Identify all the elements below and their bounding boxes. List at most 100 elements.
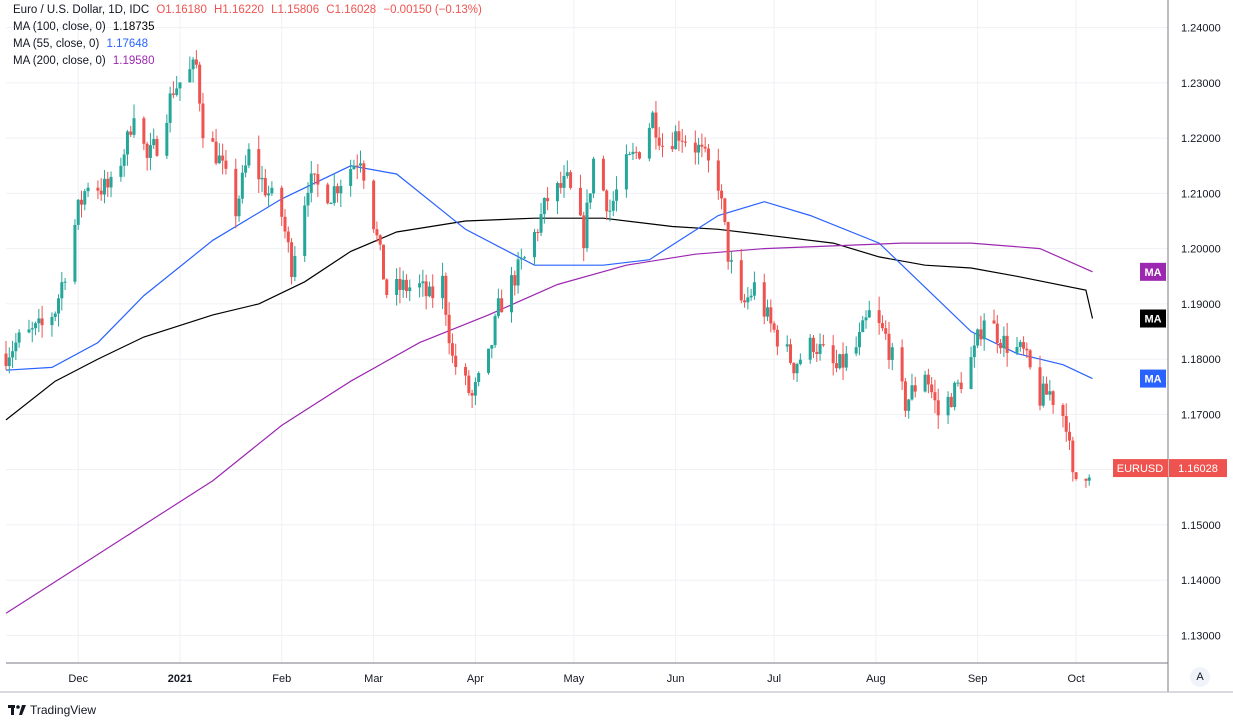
candle-body [601, 158, 605, 191]
candle-body [903, 381, 907, 411]
candle-body [63, 281, 67, 283]
candle-body [500, 298, 504, 313]
candle-body [106, 178, 110, 188]
candle-body [306, 192, 310, 206]
candle-body [73, 224, 77, 282]
y-tick-label: 1.13000 [1181, 630, 1221, 642]
candle-body [752, 282, 756, 296]
chart-legend: Euro / U.S. Dollar, 1D, IDC O1.16180 H1.… [13, 2, 482, 70]
y-tick-label: 1.15000 [1181, 520, 1221, 532]
candle-body [329, 203, 333, 205]
candle-body [454, 355, 458, 367]
ma55-value: 1.17648 [106, 38, 149, 50]
x-tick-label: Aug [866, 673, 886, 685]
candle-body [30, 328, 34, 330]
candle-body [516, 259, 520, 286]
candle-body [657, 137, 661, 146]
candle-body [378, 235, 382, 245]
candle-body [910, 385, 914, 400]
candle-body [234, 168, 238, 217]
candle-body [34, 323, 38, 329]
candle-body [102, 178, 106, 195]
candle-body [789, 344, 793, 363]
candle-body [244, 165, 248, 173]
candle-body [743, 300, 747, 303]
candle-body [27, 329, 31, 333]
candle-body [188, 69, 192, 83]
candle-body [762, 282, 766, 317]
candle-body [959, 382, 963, 390]
candle-body [385, 279, 389, 295]
legend-ma100-row[interactable]: MA (100, close, 0) 1.18735 [13, 19, 482, 36]
candle-body [739, 260, 743, 301]
candle-body [11, 351, 15, 358]
open-value: O1.16180 [156, 4, 207, 16]
candle-body [260, 177, 264, 180]
candle-body [930, 384, 934, 393]
candle-body [578, 187, 582, 216]
footer-branding[interactable]: TradingView [8, 703, 96, 717]
candle-body [398, 278, 402, 290]
candle-body [723, 198, 727, 223]
low-value: L1.15806 [271, 4, 320, 16]
candle-body [237, 198, 241, 217]
candle-body [490, 345, 494, 349]
candle-body [647, 127, 651, 159]
candle-body [624, 154, 628, 190]
y-tick-label: 1.14000 [1181, 575, 1221, 587]
x-tick-label: Jul [767, 673, 781, 685]
candle-body [923, 374, 927, 392]
candle-body [867, 310, 871, 318]
candle-body [729, 260, 733, 262]
candle-body [109, 176, 113, 188]
candle-body [611, 200, 615, 211]
candle-body [887, 333, 891, 360]
candle-body [286, 231, 290, 243]
candle-body [697, 144, 701, 153]
candle-body [992, 320, 996, 324]
candle-body [536, 231, 540, 233]
candle-body [129, 131, 133, 135]
candle-body [532, 231, 536, 258]
candle-body [555, 183, 559, 202]
high-value: H1.16220 [214, 4, 264, 16]
candle-body [198, 64, 202, 104]
candle-body [519, 258, 523, 260]
candle-body [303, 205, 307, 257]
candle-body [1071, 440, 1075, 473]
brand-name: TradingView [30, 703, 97, 717]
legend-ma200-row[interactable]: MA (200, close, 0) 1.19580 [13, 53, 482, 70]
candle-body [1002, 335, 1006, 349]
y-tick-label: 1.20000 [1181, 244, 1221, 256]
candle-body [487, 348, 491, 373]
x-tick-label: Mar [364, 673, 383, 685]
candle-body [1041, 383, 1045, 406]
candle-body [493, 316, 497, 346]
auto-scale-button[interactable]: A [1190, 667, 1210, 687]
last-price-value-box [1169, 459, 1227, 478]
candle-body [1028, 350, 1032, 368]
candle-body [913, 385, 917, 392]
legend-ma55-row[interactable]: MA (55, close, 0) 1.17648 [13, 36, 482, 53]
candle-body [217, 155, 221, 164]
candle-body [582, 215, 586, 249]
ma100-tag-box [1140, 309, 1166, 328]
y-tick-label: 1.22000 [1181, 133, 1221, 145]
candle-body [1022, 342, 1026, 349]
candle-body [1074, 472, 1078, 479]
candle-body [470, 392, 474, 396]
candle-body [355, 165, 359, 167]
candle-body [726, 222, 730, 262]
candle-body [982, 320, 986, 340]
candle-body [40, 318, 44, 326]
candle-body [700, 144, 704, 147]
candle-body [976, 329, 980, 346]
candle-body [313, 173, 317, 175]
candle-body [349, 169, 353, 186]
legend-symbol-row: Euro / U.S. Dollar, 1D, IDC O1.16180 H1.… [13, 2, 482, 19]
candle-body [122, 154, 126, 166]
candle-body [772, 323, 776, 330]
candle-body [339, 185, 343, 194]
candle-body [316, 174, 320, 185]
